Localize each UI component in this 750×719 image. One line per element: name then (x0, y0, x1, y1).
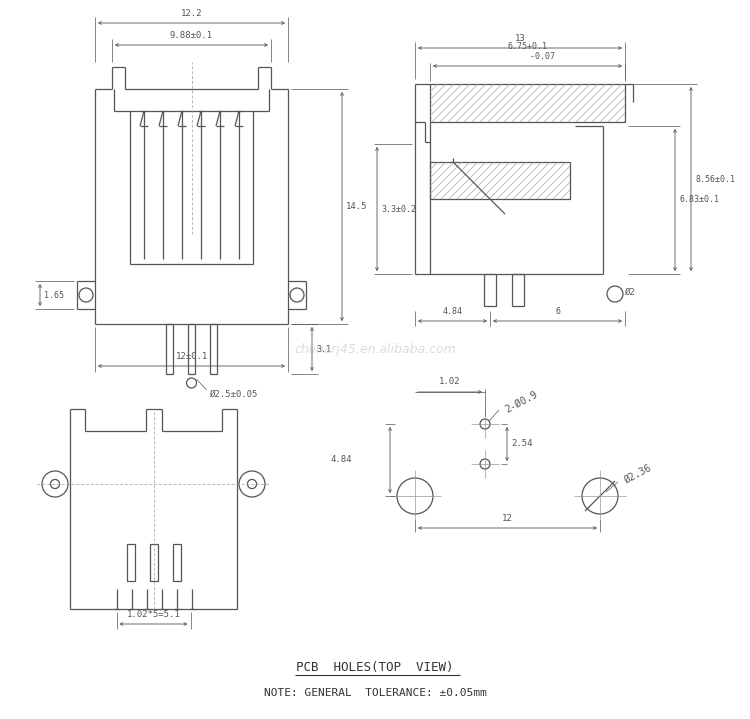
Text: 4.84: 4.84 (331, 456, 352, 464)
Text: 12: 12 (503, 514, 513, 523)
Text: 2.54: 2.54 (511, 439, 532, 449)
Bar (512, 274, 524, 306)
Text: 8.56±0.1: 8.56±0.1 (695, 175, 735, 183)
Bar (172, 544, 181, 581)
Text: 12±0.1: 12±0.1 (176, 352, 208, 361)
Bar (210, 324, 217, 374)
Text: 4.84: 4.84 (442, 307, 463, 316)
Text: 2-Ø0.9: 2-Ø0.9 (503, 389, 538, 415)
Text: 9.88±0.1: 9.88±0.1 (170, 31, 213, 40)
Text: 14.5: 14.5 (346, 202, 368, 211)
Text: 12.2: 12.2 (181, 9, 203, 18)
Bar (484, 274, 496, 306)
Text: 3.1: 3.1 (316, 344, 331, 354)
Text: Ø2: Ø2 (625, 288, 636, 296)
Text: PCB  HOLES(TOP  VIEW): PCB HOLES(TOP VIEW) (296, 661, 454, 674)
Text: 6.83±0.1: 6.83±0.1 (679, 196, 719, 204)
Bar (430, 84, 625, 122)
Text: 1.02*5=5.1: 1.02*5=5.1 (127, 610, 180, 619)
Text: 1.02: 1.02 (440, 377, 460, 386)
Text: 3.3±0.2: 3.3±0.2 (381, 204, 416, 214)
Text: Ø2.5±0.05: Ø2.5±0.05 (209, 390, 258, 398)
Bar (188, 324, 195, 374)
Text: chiinarj45.en.alibaba.com: chiinarj45.en.alibaba.com (294, 342, 456, 355)
Text: 1.65: 1.65 (44, 290, 64, 300)
Bar (430, 162, 570, 199)
Text: Ø2.36: Ø2.36 (622, 463, 652, 485)
Text: 6: 6 (555, 307, 560, 316)
Bar (127, 544, 134, 581)
Text: NOTE: GENERAL  TOLERANCE: ±0.05mm: NOTE: GENERAL TOLERANCE: ±0.05mm (264, 688, 486, 698)
Text: 13: 13 (514, 34, 525, 43)
Text: 6.75+0.1
      -0.07: 6.75+0.1 -0.07 (500, 42, 555, 61)
Bar (149, 544, 158, 581)
Bar (166, 324, 173, 374)
